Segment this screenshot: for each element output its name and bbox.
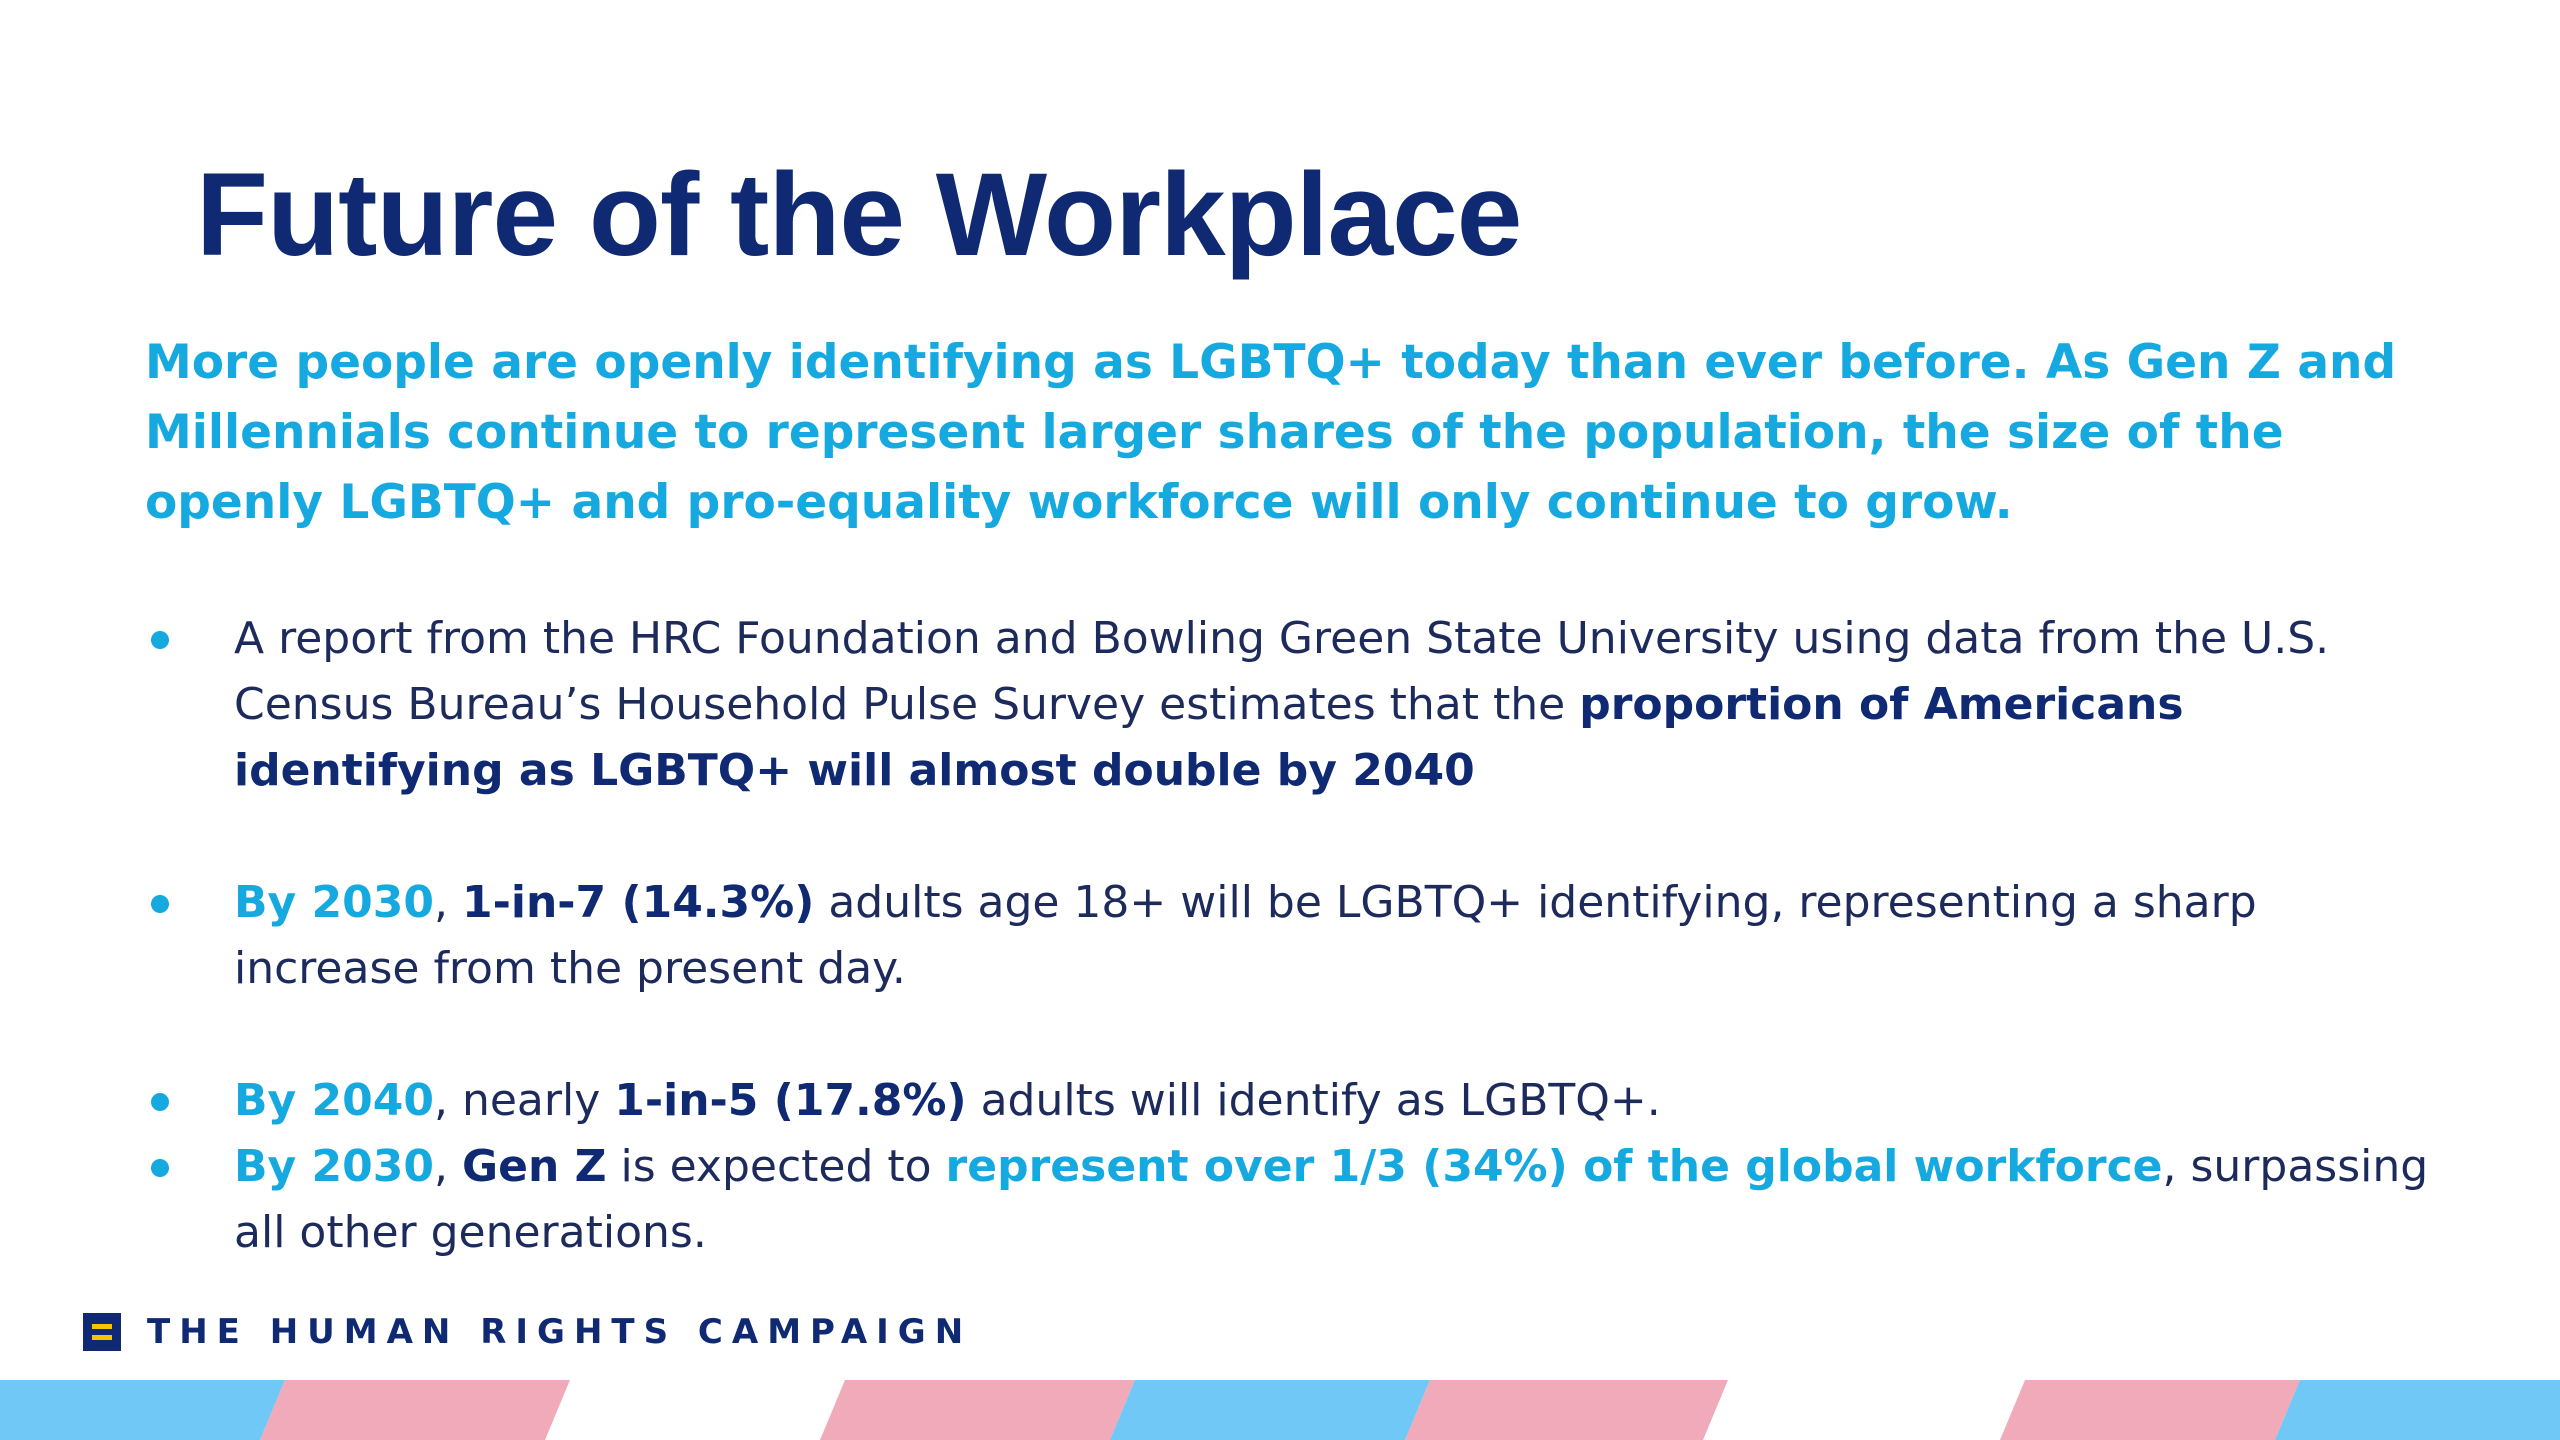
logo-bar — [92, 1324, 112, 1329]
slide-title: Future of the Workplace — [196, 149, 1522, 281]
bullet-lead: By 2030 — [234, 1141, 434, 1192]
stripe-pink — [820, 1380, 1135, 1440]
logo-bar — [92, 1335, 112, 1340]
bullet-emphasis: proportion of Americans identifying as L… — [234, 679, 2184, 796]
bullet-separator: , — [434, 877, 462, 928]
bullet-emphasis: 1-in-5 (17.8%) — [614, 1075, 967, 1126]
bullet-item: By 2030, 1-in-7 (14.3%) adults age 18+ w… — [145, 870, 2455, 1002]
bullet-dot-icon — [151, 1093, 169, 1111]
footer-brand: THE HUMAN RIGHTS CAMPAIGN — [83, 1310, 972, 1354]
bullet-list: A report from the HRC Foundation and Bow… — [145, 606, 2455, 1266]
org-name: THE HUMAN RIGHTS CAMPAIGN — [147, 1312, 973, 1352]
bullet-text: A report from the HRC Foundation and Bow… — [234, 613, 2330, 730]
bullet-text: is expected to — [606, 1141, 946, 1192]
bullet-text: , nearly — [434, 1075, 615, 1126]
bullet-dot-icon — [151, 631, 169, 649]
bullet-emphasis: 1-in-7 (14.3%) — [461, 877, 815, 928]
bullet-text: , surpassing all other generations. — [234, 1141, 2429, 1258]
stripe-blue — [2275, 1380, 2560, 1440]
bullet-text: adults age 18+ will be LGBTQ+ identifyin… — [234, 877, 2257, 994]
equality-logo-icon — [83, 1313, 121, 1351]
bullet-separator: , — [434, 1141, 462, 1192]
bullet-lead: By 2030 — [234, 877, 434, 928]
bullet-dot-icon — [151, 895, 169, 913]
bullet-highlight: represent over 1/3 (34%) of the global w… — [945, 1141, 2163, 1192]
decorative-stripes — [0, 1380, 2560, 1440]
bullet-item: By 2040, nearly 1-in-5 (17.8%) adults wi… — [145, 1068, 2455, 1134]
bullet-emphasis: Gen Z — [461, 1141, 607, 1192]
bullet-dot-icon — [151, 1159, 169, 1177]
intro-paragraph: More people are openly identifying as LG… — [145, 335, 2397, 530]
stripe-pink — [260, 1380, 570, 1440]
bullet-lead: By 2040 — [234, 1075, 434, 1126]
stripe-blue — [0, 1380, 285, 1440]
bullet-item: By 2030, Gen Z is expected to represent … — [145, 1134, 2455, 1266]
bullet-item: A report from the HRC Foundation and Bow… — [145, 606, 2455, 804]
stripe-pink — [2000, 1380, 2300, 1440]
stripe-pink — [1405, 1380, 1728, 1440]
bullet-text: adults will identify as LGBTQ+. — [966, 1075, 1661, 1126]
stripe-blue — [1110, 1380, 1430, 1440]
